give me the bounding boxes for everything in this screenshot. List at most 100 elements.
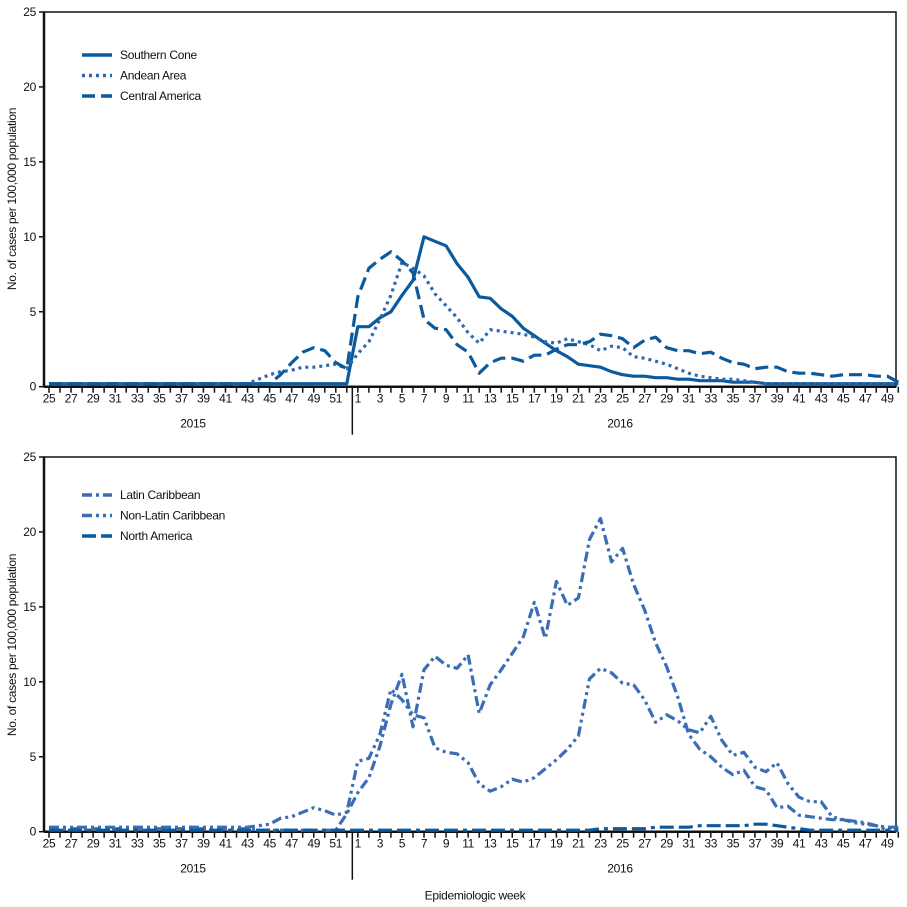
x-tick-label: 41 xyxy=(219,837,232,851)
x-tick-label: 11 xyxy=(462,392,474,406)
x-tick-label: 25 xyxy=(43,837,56,851)
x-tick-label: 29 xyxy=(87,837,100,851)
x-tick-label: 17 xyxy=(528,392,541,406)
x-tick-label: 23 xyxy=(594,392,607,406)
x-tick-label: 37 xyxy=(749,392,762,406)
x-tick-label: 29 xyxy=(660,837,673,851)
x-tick-label: 39 xyxy=(197,837,210,851)
y-tick-label: 0 xyxy=(30,380,37,394)
x-tick-label: 37 xyxy=(175,392,188,406)
year-label-2016: 2016 xyxy=(607,417,633,431)
x-tick-label: 15 xyxy=(506,392,519,406)
y-tick-label: 25 xyxy=(23,5,36,19)
legend-label: Andean Area xyxy=(120,69,187,83)
x-tick-label: 49 xyxy=(881,837,894,851)
legend-label: Non-Latin Caribbean xyxy=(120,509,225,523)
x-tick-label: 23 xyxy=(594,837,607,851)
y-tick-label: 10 xyxy=(23,675,36,689)
x-tick-label: 43 xyxy=(241,392,254,406)
series-line-north-america xyxy=(49,822,899,832)
y-axis-title: No. of cases per 100,000 population xyxy=(5,108,19,290)
legend-label: Latin Caribbean xyxy=(120,488,200,502)
x-tick-label: 35 xyxy=(726,392,739,406)
y-tick-label: 10 xyxy=(23,230,36,244)
x-tick-label: 3 xyxy=(377,837,384,851)
x-tick-label: 9 xyxy=(443,837,450,851)
x-tick-label: 35 xyxy=(153,392,166,406)
x-tick-label: 27 xyxy=(65,837,78,851)
x-tick-label: 31 xyxy=(682,392,695,406)
year-label-2015: 2015 xyxy=(180,417,206,431)
x-tick-label: 47 xyxy=(285,392,298,406)
x-tick-label: 39 xyxy=(771,392,784,406)
year-label-2015: 2015 xyxy=(180,862,206,876)
y-tick-label: 5 xyxy=(30,750,37,764)
x-tick-label: 39 xyxy=(197,392,210,406)
x-tick-label: 17 xyxy=(528,837,541,851)
x-tick-label: 43 xyxy=(241,837,254,851)
x-tick-label: 7 xyxy=(421,392,428,406)
x-tick-label: 21 xyxy=(572,837,585,851)
legend-label: Southern Cone xyxy=(120,48,197,62)
series-line-non-latin-caribbean xyxy=(49,666,899,832)
x-tick-label: 41 xyxy=(793,392,806,406)
x-tick-label: 5 xyxy=(399,392,406,406)
x-tick-label: 25 xyxy=(616,837,629,851)
y-tick-label: 0 xyxy=(30,825,37,839)
legend-label: Central America xyxy=(120,89,201,103)
x-tick-label: 37 xyxy=(749,837,762,851)
x-tick-label: 51 xyxy=(329,837,342,851)
x-tick-label: 45 xyxy=(263,837,276,851)
x-tick-label: 51 xyxy=(329,392,342,406)
x-tick-label: 45 xyxy=(837,837,850,851)
x-tick-label: 1 xyxy=(355,837,362,851)
x-tick-label: 9 xyxy=(443,392,450,406)
y-tick-label: 15 xyxy=(23,155,36,169)
x-tick-label: 31 xyxy=(682,837,695,851)
x-tick-label: 5 xyxy=(399,837,406,851)
x-tick-label: 43 xyxy=(815,392,828,406)
y-tick-label: 20 xyxy=(23,525,36,539)
x-tick-label: 27 xyxy=(65,392,78,406)
y-tick-label: 20 xyxy=(23,80,36,94)
x-axis-title: Epidemiologic week xyxy=(425,889,527,903)
x-tick-label: 7 xyxy=(421,837,428,851)
x-tick-label: 25 xyxy=(43,392,56,406)
x-tick-label: 49 xyxy=(307,392,320,406)
x-tick-label: 41 xyxy=(793,837,806,851)
x-tick-label: 47 xyxy=(859,837,872,851)
x-tick-label: 13 xyxy=(484,392,497,406)
x-tick-label: 35 xyxy=(726,837,739,851)
x-tick-label: 49 xyxy=(881,392,894,406)
year-label-2016: 2016 xyxy=(607,862,633,876)
x-tick-label: 47 xyxy=(285,837,298,851)
y-tick-label: 25 xyxy=(23,450,36,464)
x-tick-label: 41 xyxy=(219,392,232,406)
x-tick-label: 45 xyxy=(837,392,850,406)
x-tick-label: 33 xyxy=(131,392,144,406)
x-tick-label: 37 xyxy=(175,837,188,851)
series-line-latin-caribbean xyxy=(49,516,899,832)
y-tick-label: 5 xyxy=(30,305,37,319)
x-tick-label: 33 xyxy=(704,392,717,406)
x-tick-label: 15 xyxy=(506,837,519,851)
legend-label: North America xyxy=(120,529,193,543)
x-tick-label: 39 xyxy=(771,837,784,851)
x-tick-label: 35 xyxy=(153,837,166,851)
x-tick-label: 33 xyxy=(131,837,144,851)
x-tick-label: 13 xyxy=(484,837,497,851)
x-tick-label: 29 xyxy=(87,392,100,406)
y-axis-title: No. of cases per 100,000 population xyxy=(5,554,19,736)
series-line-central-america xyxy=(49,250,900,386)
x-tick-label: 11 xyxy=(462,837,474,851)
x-tick-label: 19 xyxy=(550,837,563,851)
x-tick-label: 49 xyxy=(307,837,320,851)
x-tick-label: 1 xyxy=(355,392,362,406)
x-tick-label: 47 xyxy=(859,392,872,406)
x-tick-label: 25 xyxy=(616,392,629,406)
x-tick-label: 31 xyxy=(109,837,122,851)
x-tick-label: 27 xyxy=(638,837,651,851)
